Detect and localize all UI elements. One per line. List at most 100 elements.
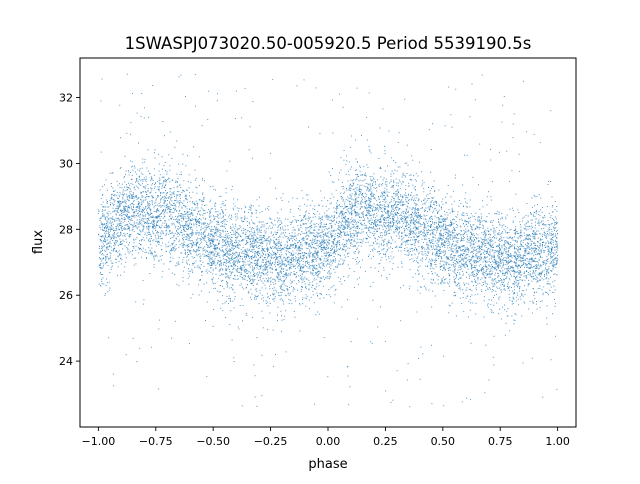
data-point [202, 217, 204, 219]
data-point [139, 183, 141, 185]
data-point [549, 263, 551, 265]
data-point [169, 197, 171, 199]
data-point [499, 296, 501, 298]
data-point [523, 275, 525, 277]
data-point [353, 219, 355, 221]
data-point [232, 288, 234, 290]
data-point [284, 263, 286, 265]
data-point [535, 278, 537, 280]
data-point [550, 242, 552, 244]
data-point [128, 215, 130, 217]
data-point [124, 211, 126, 213]
data-point [355, 174, 357, 176]
data-point [195, 216, 197, 218]
data-point [114, 195, 116, 197]
data-point [159, 174, 161, 176]
data-point [158, 190, 160, 192]
data-point [520, 224, 521, 226]
data-point [476, 262, 478, 264]
data-point [176, 191, 178, 193]
data-point [414, 220, 416, 221]
data-point [349, 231, 351, 233]
data-point [192, 219, 194, 221]
data-point [156, 222, 158, 224]
data-point [220, 260, 222, 261]
data-point [505, 259, 507, 261]
data-point [281, 283, 283, 285]
data-point [324, 278, 325, 280]
data-point [221, 285, 223, 287]
data-point [466, 282, 468, 284]
data-point [541, 265, 543, 267]
data-point [179, 215, 181, 216]
data-point [441, 243, 443, 245]
data-point [109, 235, 111, 237]
data-point [347, 208, 349, 209]
data-point [201, 223, 203, 225]
data-point [519, 259, 521, 261]
data-point [215, 233, 217, 235]
data-point [439, 232, 441, 234]
data-point [442, 220, 444, 222]
data-point [557, 222, 559, 224]
data-point [354, 195, 356, 197]
data-point [357, 232, 359, 234]
data-point [369, 227, 371, 229]
data-point [499, 257, 501, 259]
data-point [382, 191, 384, 193]
data-point [551, 235, 553, 236]
data-point [386, 194, 388, 196]
data-point [158, 259, 160, 261]
data-point [203, 232, 205, 233]
data-point [440, 233, 442, 235]
data-point [142, 279, 144, 281]
data-point [444, 241, 445, 243]
data-point [118, 200, 120, 202]
data-point [147, 205, 149, 207]
data-point [496, 245, 498, 247]
data-point [126, 215, 128, 216]
data-point [233, 361, 235, 362]
data-point [130, 190, 132, 192]
data-point [227, 243, 229, 245]
data-point [223, 288, 225, 290]
data-point [351, 202, 353, 204]
data-point [481, 269, 482, 271]
data-point [255, 288, 257, 290]
data-point [332, 241, 334, 243]
data-point [456, 274, 458, 276]
data-point [374, 221, 376, 223]
data-point [400, 214, 402, 216]
data-point [460, 268, 462, 270]
data-point [242, 221, 244, 222]
data-point [330, 232, 332, 234]
data-point [440, 244, 442, 246]
data-point [123, 271, 125, 273]
data-point [222, 255, 224, 257]
data-point [532, 252, 534, 254]
data-point [366, 215, 368, 217]
data-point [290, 292, 291, 294]
data-point [110, 229, 112, 230]
data-point [423, 236, 425, 238]
data-point [246, 236, 248, 237]
data-point [386, 243, 388, 245]
data-point [174, 227, 176, 229]
data-point [444, 244, 446, 246]
data-point [427, 231, 429, 233]
data-point [212, 251, 214, 253]
data-point [212, 260, 214, 262]
data-point [413, 232, 415, 234]
data-point [181, 174, 182, 176]
data-point [323, 245, 325, 247]
data-point [540, 279, 542, 281]
data-point [472, 224, 474, 226]
data-point [498, 273, 500, 275]
data-point [234, 265, 236, 267]
data-point [430, 281, 432, 283]
data-point [280, 251, 282, 253]
data-point [307, 262, 308, 264]
data-point [513, 319, 515, 321]
data-point [231, 229, 233, 231]
data-point [259, 236, 261, 238]
